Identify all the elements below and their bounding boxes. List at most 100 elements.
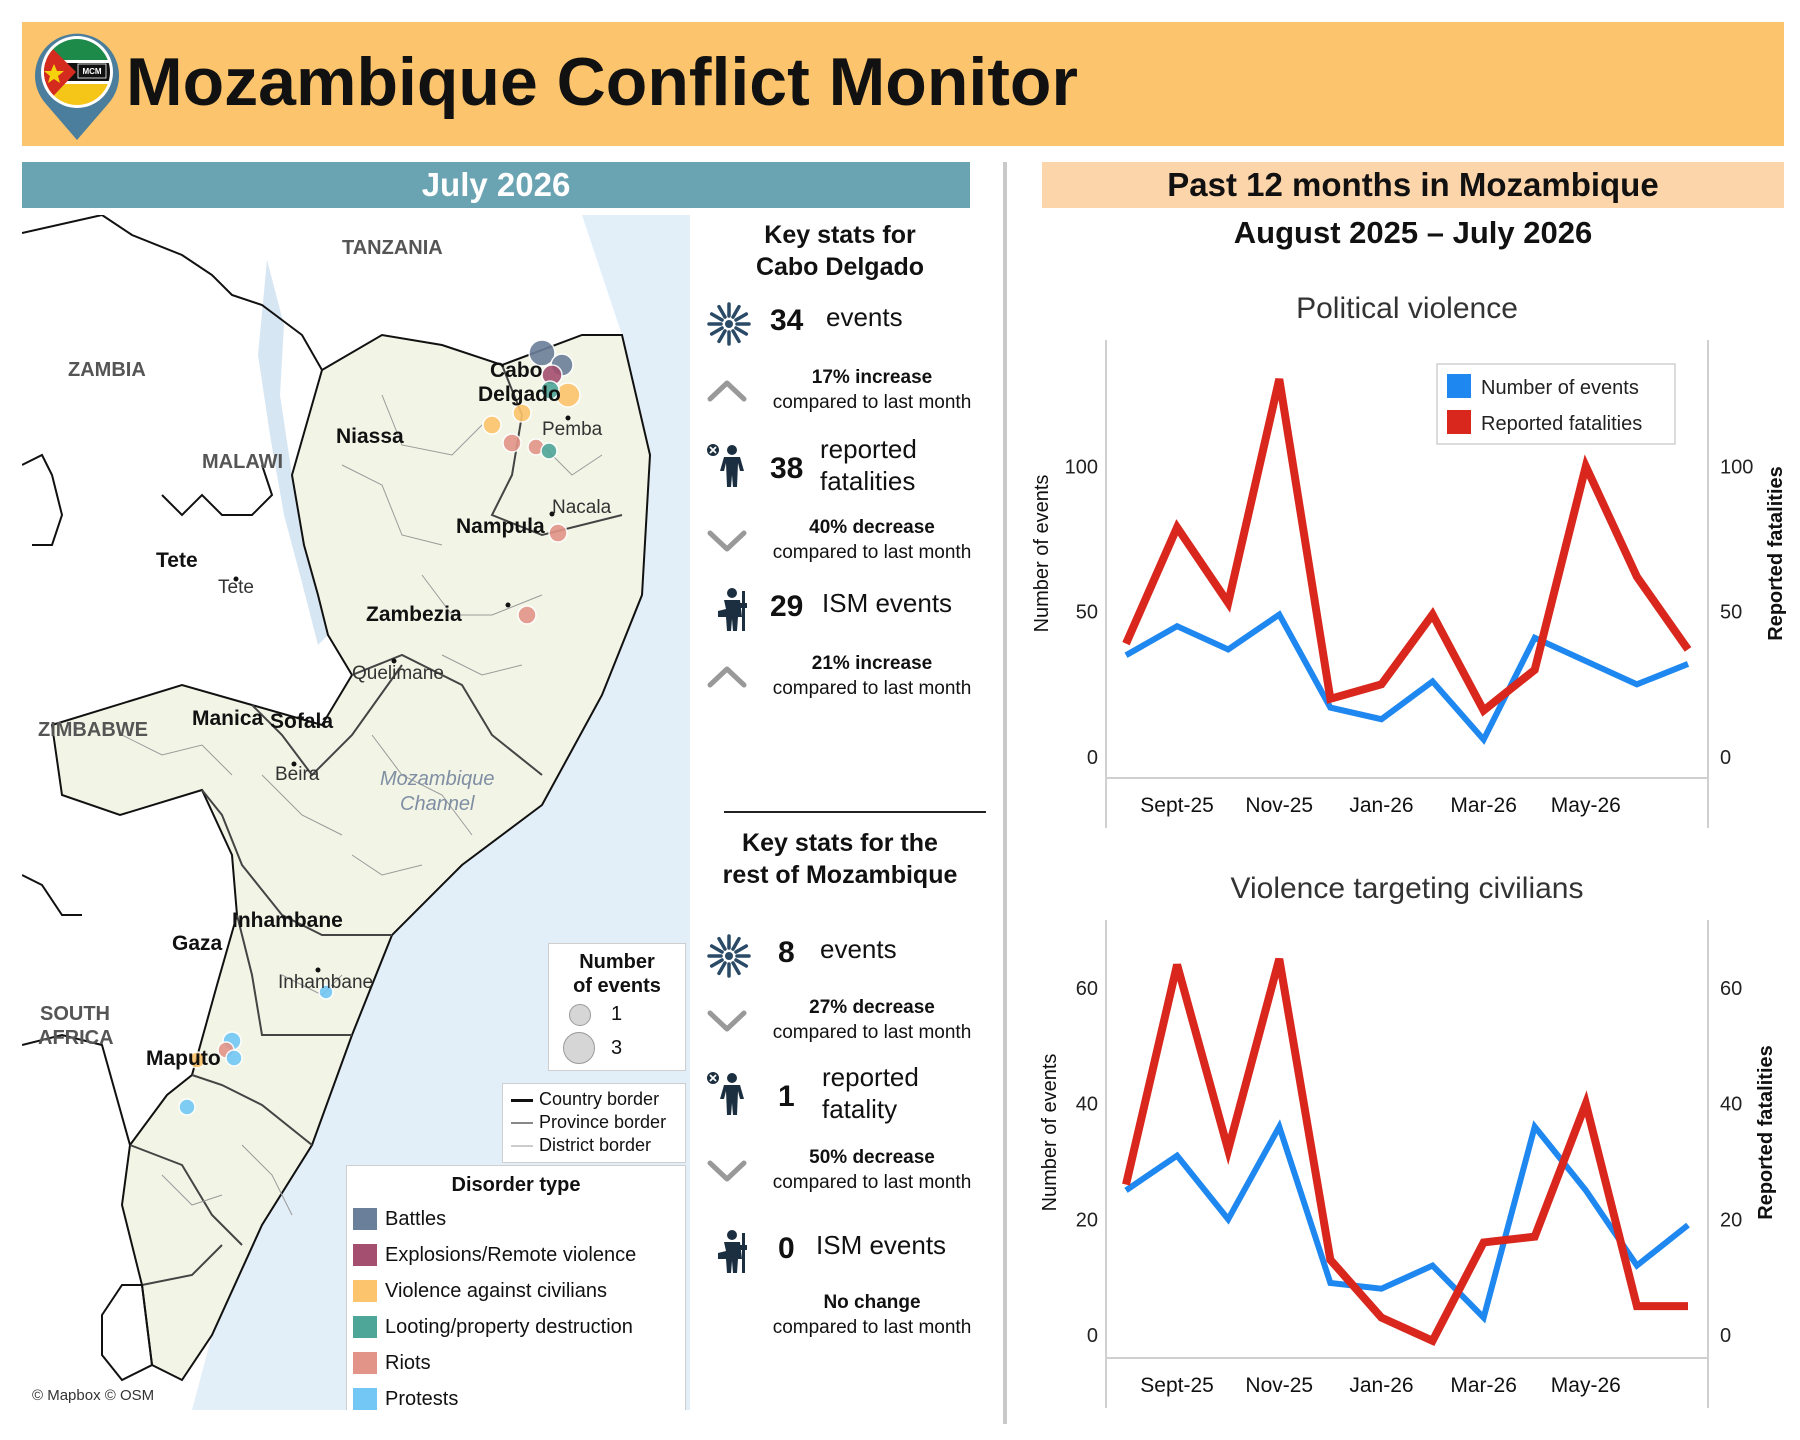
stat-value: 34 [770, 304, 804, 337]
event-marker [482, 415, 502, 435]
border-legend-label: Province border [539, 1112, 667, 1132]
event-markers [178, 339, 581, 1116]
series-line-number-of-events[interactable] [1124, 610, 1690, 745]
legend-item-protests[interactable]: Protests [347, 1381, 685, 1410]
event-marker [225, 1049, 243, 1067]
size-legend-title-line1: Number [579, 951, 655, 973]
event-marker [502, 433, 522, 453]
stat-value: 38 [770, 452, 804, 485]
rest-ism-change: No change compared to last month [700, 1290, 990, 1350]
legend-swatch [353, 1352, 377, 1374]
map-panel[interactable]: TANZANIA ZAMBIA MALAWI ZIMBABWE SOUTH AF… [22, 215, 690, 1410]
change-sub: compared to last month [772, 1317, 972, 1338]
cabo-events-change: 17% increase compared to last month [700, 365, 990, 425]
series-line-reported-fatalities[interactable] [1122, 957, 1688, 1346]
y2-tick-label: 100 [1720, 456, 1753, 478]
cabo-events-stat: 34 events [700, 295, 990, 355]
stat-value: 1 [778, 1080, 795, 1113]
change-text: 27% decrease compared to last month [752, 995, 992, 1045]
country-label-malawi: MALAWI [202, 451, 284, 473]
border-legend-label: Country border [539, 1089, 660, 1109]
city-label-beira: Beira [275, 764, 320, 785]
sea-label: Mozambique Channel [380, 767, 495, 817]
violence-targeting-civilians-chart: Violence targeting civilians 0 20 40 60 0 20 40… [1039, 872, 1777, 1408]
cabo-fatalities-change: 40% decrease compared to last month [700, 515, 990, 575]
rest-fatalities-stat: 1 reported fatality [700, 1061, 990, 1131]
chart-title: Violence targeting civilians [1231, 872, 1584, 905]
y2-tick-label: 0 [1720, 1325, 1731, 1347]
chevron-down-icon [707, 1010, 747, 1032]
change-value: 17% increase [811, 367, 933, 388]
district-border-icon [511, 1145, 533, 1147]
series-line-number-of-events[interactable] [1124, 1119, 1690, 1324]
province-label-inhambane: Inhambane [232, 909, 343, 932]
city-label-inhambane: Inhambane [278, 972, 374, 993]
mozambique-flag-pin-icon: MCM [34, 33, 119, 140]
stat-value: 29 [770, 590, 804, 623]
stat-label: ISM events [822, 588, 953, 618]
burst-icon [707, 934, 751, 978]
stat-label-line1: reported [820, 434, 917, 464]
legend-swatch [353, 1244, 377, 1266]
y-tick-label: 60 [1076, 978, 1098, 1000]
disorder-type-legend: Disorder type Battles Explosions/Remote … [346, 1165, 686, 1410]
change-sub: compared to last month [772, 542, 972, 563]
rest-stats-title: Key stats for the rest of Mozambique [690, 827, 990, 891]
rest-fatalities-change: 50% decrease compared to last month [700, 1145, 990, 1205]
country-label-south: SOUTH [40, 1003, 110, 1025]
event-marker [540, 380, 560, 400]
event-marker [517, 605, 537, 625]
x-tick-label: Sept-25 [1140, 1374, 1214, 1397]
size-legend-title: Number of events [549, 950, 685, 998]
map-attribution[interactable]: © Mapbox © OSM [32, 1387, 155, 1404]
change-text: No change compared to last month [752, 1290, 992, 1340]
y2-tick-label: 60 [1720, 978, 1742, 1000]
legend-label: Explosions/Remote violence [385, 1244, 637, 1266]
border-legend-district: District border [509, 1134, 679, 1157]
province-label-sofala: Sofala [270, 710, 334, 733]
stats-panel: Key stats for Cabo Delgado 34 events 17%… [690, 215, 990, 1410]
stat-label-line2: fatalities [820, 466, 916, 496]
legend-item-looting[interactable]: Looting/property destruction [347, 1309, 685, 1345]
x-tick-label: Jan-26 [1349, 794, 1413, 817]
legend-item-battles[interactable]: Battles [347, 1201, 685, 1237]
app-title: Mozambique Conflict Monitor [126, 44, 1078, 120]
x-tick-label: May-26 [1551, 1374, 1621, 1397]
chevron-up-icon [707, 380, 747, 402]
y2-tick-label: 20 [1720, 1209, 1742, 1231]
city-dot [505, 602, 511, 608]
y-tick-label: 20 [1076, 1209, 1098, 1231]
country-label-zambia: ZAMBIA [68, 359, 146, 381]
legend-item-explosions[interactable]: Explosions/Remote violence [347, 1237, 685, 1273]
stat-label: reported fatalities [820, 433, 917, 497]
stat-label-line2: fatality [822, 1094, 898, 1124]
circle-large-icon [563, 1032, 595, 1064]
series-line-reported-fatalities[interactable] [1122, 378, 1692, 717]
y-tick-label: 0 [1087, 747, 1098, 769]
legend-item-riots[interactable]: Riots [347, 1345, 685, 1381]
legend-label: Looting/property destruction [385, 1316, 633, 1338]
type-legend-title: Disorder type [451, 1174, 581, 1196]
chevron-down-icon [707, 530, 747, 552]
header-bar: MCM Mozambique Conflict Monitor [22, 22, 1784, 146]
change-text: 40% decrease compared to last month [752, 515, 992, 565]
border-legend-country: Country border [509, 1088, 679, 1111]
y-tick-label: 50 [1076, 602, 1098, 624]
event-marker [548, 523, 568, 543]
province-label-delgado: Delgado [478, 383, 561, 406]
change-sub: compared to last month [772, 1172, 972, 1193]
legend-item-violence-against-civilians[interactable]: Violence against civilians [347, 1273, 685, 1309]
border-legend-label: District border [539, 1135, 652, 1155]
chevron-up-icon [707, 666, 747, 688]
legend-label: Violence against civilians [385, 1280, 607, 1302]
cabo-fatalities-stat: 38 reported fatalities [700, 433, 990, 503]
city-dot [233, 576, 239, 582]
border-legend: Country border Province border District … [502, 1083, 686, 1163]
change-text: 17% increase compared to last month [752, 365, 992, 415]
armed-militant-icon [718, 1230, 747, 1273]
sea-label-line2: Channel [400, 793, 475, 815]
event-marker [512, 403, 532, 423]
size-legend-row-3: 3 [559, 1030, 679, 1066]
province-label-gaza: Gaza [172, 932, 223, 955]
armed-militant-icon [718, 588, 747, 631]
